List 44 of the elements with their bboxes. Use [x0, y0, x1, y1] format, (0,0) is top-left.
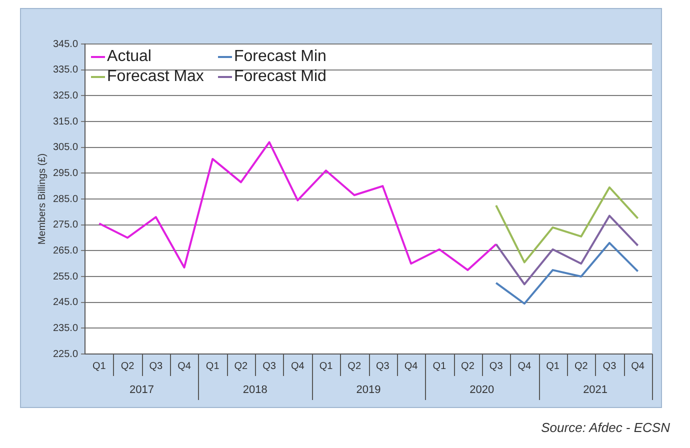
text: 2019	[356, 384, 381, 396]
x-tick-label: Q4	[631, 360, 645, 372]
y-tick-label: 305.0	[52, 142, 78, 154]
x-tick-label: Q3	[602, 360, 617, 372]
x-tick-label: Q3	[262, 360, 276, 372]
x-tick-label: Q2	[348, 360, 362, 372]
x-tick-label: Q1	[319, 360, 334, 372]
x-tick-label: Q2	[234, 360, 248, 372]
x-tick-label: Q3	[149, 360, 164, 372]
y-tick-label: 275.0	[52, 220, 78, 231]
source-note: Source: Afdec - ECSN	[541, 420, 670, 435]
y-tick-label: 315.0	[52, 116, 78, 128]
x-tick-label: Q3	[376, 360, 390, 372]
legend-label: Forecast Min	[234, 48, 326, 66]
legend-label: Forecast Mid	[234, 68, 326, 86]
text: 2021	[583, 384, 608, 396]
x-tick-label: Q2	[120, 360, 135, 372]
x-tick-label: Q1	[206, 360, 220, 372]
y-tick-label: 325.0	[52, 90, 78, 102]
y-tick-label: 225.0	[52, 348, 78, 360]
y-tick-label: 255.0	[52, 271, 78, 282]
text: 2018	[242, 384, 268, 396]
x-tick-label: Q4	[290, 360, 305, 372]
y-tick-label: 235.0	[52, 322, 78, 334]
y-tick-label: 295.0	[52, 168, 78, 179]
x-tick-label: Q4	[518, 360, 532, 372]
text: 2020	[470, 384, 494, 396]
x-tick-label: Q1	[546, 360, 560, 372]
legend-label: Actual	[107, 48, 152, 66]
x-tick-label: Q3	[489, 360, 504, 372]
y-axis-title: Members Billings (£)	[36, 153, 48, 245]
y-tick-label: 265.0	[52, 245, 78, 256]
y-tick-label: 245.0	[52, 297, 78, 308]
y-tick-label: 335.0	[52, 64, 78, 76]
x-tick-label: Q1	[92, 360, 106, 372]
x-tick-label: Q1	[432, 360, 446, 372]
text: 2017	[129, 384, 154, 396]
y-tick-label: 285.0	[52, 194, 78, 205]
legend-label: Forecast Max	[107, 68, 204, 86]
x-tick-label: Q4	[178, 360, 192, 372]
y-tick-label: 345.0	[52, 38, 78, 50]
x-tick-label: Q2	[574, 360, 588, 372]
x-tick-label: Q4	[404, 360, 418, 372]
x-tick-label: Q2	[461, 360, 475, 372]
